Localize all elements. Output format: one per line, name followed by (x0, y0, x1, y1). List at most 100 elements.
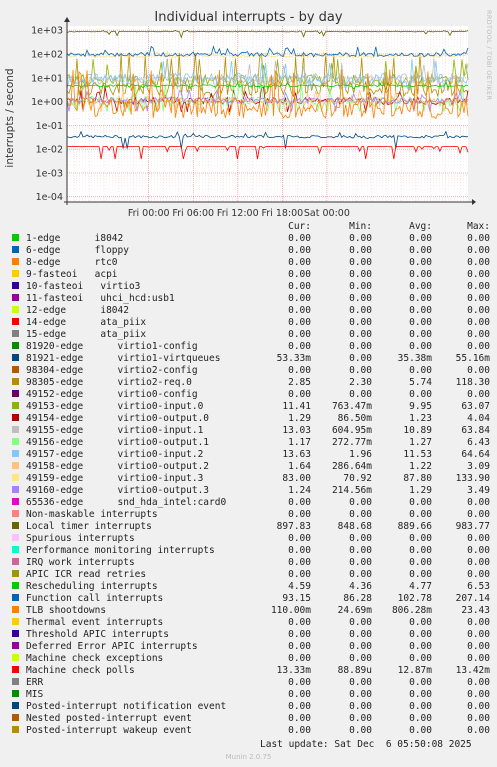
legend-row: Spurious interrupts 0.00 0.00 0.00 0.00 (12, 533, 490, 545)
legend-cur: 13.63 (282, 449, 311, 460)
y-tick-label: 1e+03 (31, 26, 63, 37)
legend-avg: 0.00 (409, 509, 432, 520)
legend-swatch (12, 522, 19, 529)
legend-series-name: Machine check polls (26, 665, 135, 676)
legend-max: 983.77 (455, 521, 490, 532)
legend-min: 2.30 (349, 377, 372, 388)
legend-max: 0.00 (467, 509, 490, 520)
legend-swatch-cell (12, 605, 26, 617)
legend-max: 0.00 (467, 233, 490, 244)
legend-avg: 0.00 (409, 245, 432, 256)
legend-max: 13.42m (455, 665, 490, 676)
legend-cur: 0.00 (288, 317, 311, 328)
legend-avg: 806.28m (391, 605, 432, 616)
legend-cur: 0.00 (288, 293, 311, 304)
legend-row: Performance monitoring interrupts 0.00 0.0… (12, 545, 490, 557)
legend-min: 0.00 (349, 341, 372, 352)
legend-cur: 0.00 (288, 245, 311, 256)
legend-row: Threshold APIC interrupts 0.00 0.00 0.00 0.0… (12, 629, 490, 641)
legend-cur: 0.00 (288, 641, 311, 652)
y-tick-label: 1e-01 (36, 121, 63, 132)
legend-min: 0.00 (349, 725, 372, 736)
legend-row: Nested posted-interrupt event 0.00 0.00 0.0… (12, 713, 490, 725)
legend-cur: 0.00 (288, 341, 311, 352)
legend-max: 0.00 (467, 341, 490, 352)
legend-series-name: Threshold APIC interrupts (26, 629, 169, 640)
legend-swatch-cell (12, 413, 26, 425)
legend-max: 0.00 (467, 329, 490, 340)
series-line (66, 29, 469, 39)
legend-swatch-cell (12, 533, 26, 545)
legend-swatch (12, 234, 19, 241)
legend-swatch (12, 378, 19, 385)
legend-series-name: Nested posted-interrupt event (26, 713, 192, 724)
legend-cur: 0.00 (288, 257, 311, 268)
legend-avg: 0.00 (409, 341, 432, 352)
legend-max: 0.00 (467, 245, 490, 256)
legend-cur: 110.00m (270, 605, 311, 616)
legend-cur: 1.29 (288, 413, 311, 424)
legend-swatch-cell (12, 713, 26, 725)
legend-series-name: Thermal event interrupts (26, 617, 164, 628)
legend-max: 0.00 (467, 557, 490, 568)
legend-cur: 0.00 (288, 629, 311, 640)
legend-max: 0.00 (467, 293, 490, 304)
legend-row: 1-edge i8042 0.00 0.00 0.00 0.00 (12, 233, 490, 245)
legend-min: 0.00 (349, 629, 372, 640)
legend-max: 0.00 (467, 389, 490, 400)
legend-swatch-cell (12, 485, 26, 497)
legend-max: 0.00 (467, 569, 490, 580)
legend-row: APIC ICR read retries 0.00 0.00 0.00 0.00 (12, 569, 490, 581)
legend-avg: 0.00 (409, 305, 432, 316)
legend-row: 49158-edge virtio0-output.2 1.64 286.64m 1.… (12, 461, 490, 473)
legend-row: Machine check exceptions 0.00 0.00 0.00 0.00 (12, 653, 490, 665)
legend-avg: 0.00 (409, 545, 432, 556)
legend-row: 49155-edge virtio0-input.1 13.03 604.95m 10… (12, 425, 490, 437)
legend-swatch-cell (12, 653, 26, 665)
legend-cur: 0.00 (288, 677, 311, 688)
legend-swatch-cell (12, 293, 26, 305)
legend-swatch (12, 366, 19, 373)
legend-series-name: 98305-edge virtio2-req.0 (26, 377, 192, 388)
legend-swatch (12, 426, 19, 433)
legend-max: 0.00 (467, 533, 490, 544)
legend-swatch-cell (12, 473, 26, 485)
legend-series-name: 9-fasteoi acpi (26, 269, 118, 280)
legend-cur: 11.41 (282, 401, 311, 412)
legend-swatch (12, 534, 19, 541)
legend-swatch (12, 630, 19, 637)
legend-swatch (12, 510, 19, 517)
legend-swatch (12, 306, 19, 313)
legend-max: 63.07 (461, 401, 490, 412)
legend-swatch-cell (12, 329, 26, 341)
legend-swatch-cell (12, 497, 26, 509)
col-cur-header: Cur: (288, 221, 311, 232)
legend-max: 133.90 (455, 473, 490, 484)
legend-min: 848.68 (337, 521, 372, 532)
legend-series-name: 49155-edge virtio0-input.1 (26, 425, 204, 436)
legend-table: Cur: Min: Avg: Max: 1-edge i8042 0.00 0.00… (12, 221, 490, 737)
legend-swatch (12, 282, 19, 289)
legend-max: 0.00 (467, 713, 490, 724)
legend-avg: 9.95 (409, 401, 432, 412)
legend-max: 55.16m (455, 353, 490, 364)
legend-avg: 1.29 (409, 485, 432, 496)
legend-min: 88.89u (337, 665, 372, 676)
legend-avg: 4.77 (409, 581, 432, 592)
series-line (67, 145, 469, 160)
legend-series-name: MIS (26, 689, 44, 700)
legend-series-name: IRQ work interrupts (26, 557, 135, 568)
legend-row: Machine check polls 13.33m 88.89u 12.87m 13.… (12, 665, 490, 677)
x-tick-label: Fri 12:00 (217, 208, 259, 219)
legend-swatch-cell (12, 593, 26, 605)
legend-avg: 0.00 (409, 293, 432, 304)
legend-min: 0.00 (349, 497, 372, 508)
legend-cur: 4.59 (288, 581, 311, 592)
legend-swatch (12, 678, 19, 685)
legend-cur: 0.00 (288, 305, 311, 316)
legend-swatch (12, 450, 19, 457)
legend-series-name: 49153-edge virtio0-input.0 (26, 401, 204, 412)
legend-cur: 0.00 (288, 533, 311, 544)
legend-swatch (12, 402, 19, 409)
legend-row: 6-edge floppy 0.00 0.00 0.00 0.00 (12, 245, 490, 257)
